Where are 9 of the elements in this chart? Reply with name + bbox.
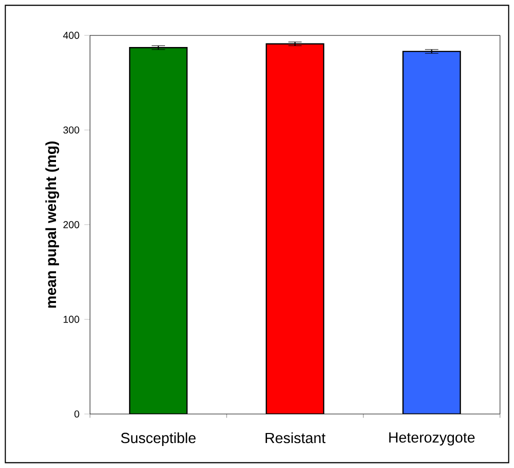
- y-tick-label: 100: [64, 316, 80, 323]
- y-tick-label: 200: [63, 221, 80, 228]
- x-tick-label: Resistant: [266, 432, 326, 444]
- x-tick-label: Susceptible: [121, 432, 196, 446]
- y-axis-title: mean pupal weight (mg): [45, 141, 60, 308]
- x-tick-label: Heterozygote: [389, 432, 475, 446]
- y-tick-label: 400: [63, 32, 80, 39]
- y-tick-label: 0: [74, 410, 80, 418]
- y-tick-label: 300: [63, 126, 80, 134]
